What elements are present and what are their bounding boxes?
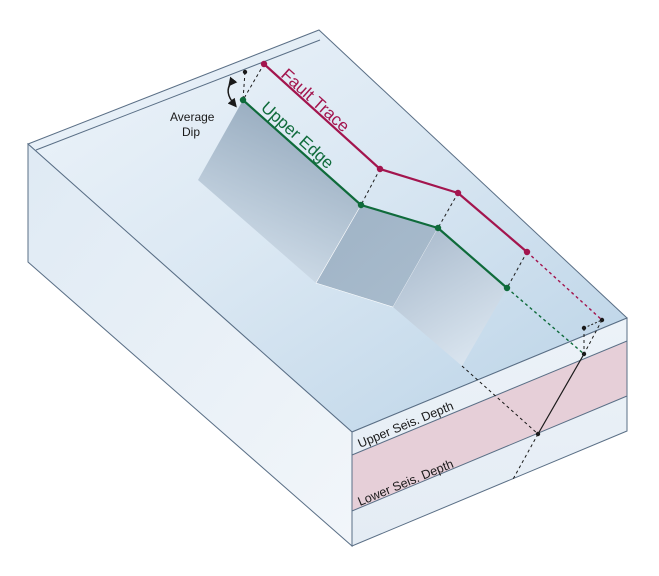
seismogenic-band bbox=[351, 340, 628, 512]
fault-plane-segment-3 bbox=[393, 228, 507, 366]
average-dip-label-line1: Average bbox=[170, 110, 215, 124]
upper-edge-vertices bbox=[239, 96, 511, 292]
front-face-top-extension bbox=[583, 319, 603, 329]
upper-edge-projection bbox=[506, 287, 585, 355]
average-dip-arrow bbox=[227, 76, 238, 108]
fault-trace-line bbox=[263, 63, 528, 253]
fault-trace-projection bbox=[526, 251, 603, 321]
fault-trace-vertices bbox=[260, 60, 531, 256]
dip-projection-lines bbox=[242, 63, 603, 482]
average-dip-label-line2: Dip bbox=[182, 125, 200, 139]
block-top-rim bbox=[35, 39, 321, 151]
upper-edge-line bbox=[242, 99, 508, 289]
reference-points bbox=[242, 69, 605, 437]
fault-dip-line-front bbox=[537, 353, 585, 435]
fault-plane-segment-1 bbox=[198, 100, 361, 283]
